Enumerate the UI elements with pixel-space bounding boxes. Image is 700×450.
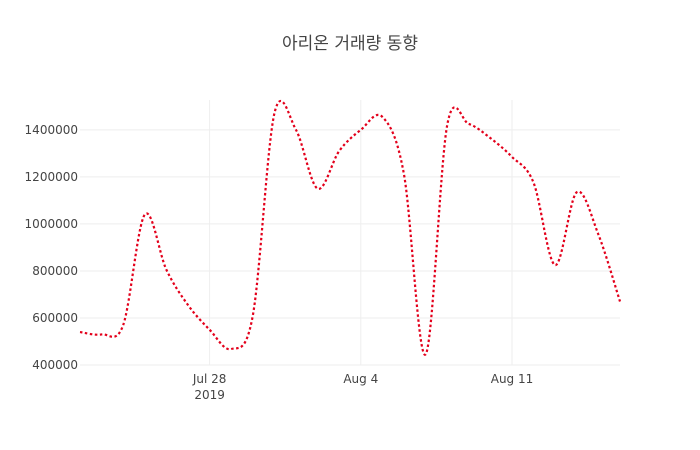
data-point[interactable] <box>423 351 429 357</box>
gridlines <box>80 100 620 366</box>
y-tick-label: 400000 <box>32 358 78 372</box>
x-tick-label: Aug 11 <box>491 372 534 386</box>
data-point[interactable] <box>401 172 407 178</box>
data-point[interactable] <box>120 322 126 328</box>
series-line[interactable] <box>79 99 622 356</box>
x-axis: Jul 28 2019 Aug 4 Aug 11 <box>192 372 533 402</box>
data-point[interactable] <box>228 346 234 352</box>
chart-title: 아리온 거래량 동향 <box>282 34 418 54</box>
data-point[interactable] <box>487 135 493 141</box>
data-point[interactable] <box>271 110 277 116</box>
data-point[interactable] <box>595 231 601 237</box>
data-point[interactable] <box>574 189 580 195</box>
data-point[interactable] <box>163 267 169 273</box>
data-point[interactable] <box>358 127 364 133</box>
data-point[interactable] <box>444 122 450 128</box>
x-tick-sublabel: 2019 <box>194 388 225 402</box>
y-tick-label: 600000 <box>32 311 78 325</box>
data-point[interactable] <box>185 302 191 308</box>
data-point[interactable] <box>379 114 385 120</box>
data-point[interactable] <box>531 180 537 186</box>
x-tick-label: Aug 4 <box>343 372 378 386</box>
data-point[interactable] <box>250 313 256 319</box>
data-point[interactable] <box>509 154 515 160</box>
data-point[interactable] <box>99 331 105 337</box>
data-point[interactable] <box>617 299 623 305</box>
data-point[interactable] <box>466 121 472 127</box>
x-tick-label: Jul 28 <box>192 372 227 386</box>
data-point[interactable] <box>315 186 321 192</box>
data-point[interactable] <box>207 327 213 333</box>
y-tick-label: 800000 <box>32 264 78 278</box>
y-tick-label: 1200000 <box>25 170 78 184</box>
data-point[interactable] <box>142 212 148 218</box>
data-point[interactable] <box>336 148 342 154</box>
data-point[interactable] <box>552 262 558 268</box>
y-tick-label: 1400000 <box>25 123 78 137</box>
y-axis: 400000 600000 800000 1000000 1200000 1400000 <box>25 123 78 372</box>
data-point[interactable] <box>77 329 83 335</box>
y-tick-label: 1000000 <box>25 217 78 231</box>
data-point[interactable] <box>293 127 299 133</box>
plot-area[interactable] <box>77 99 623 357</box>
